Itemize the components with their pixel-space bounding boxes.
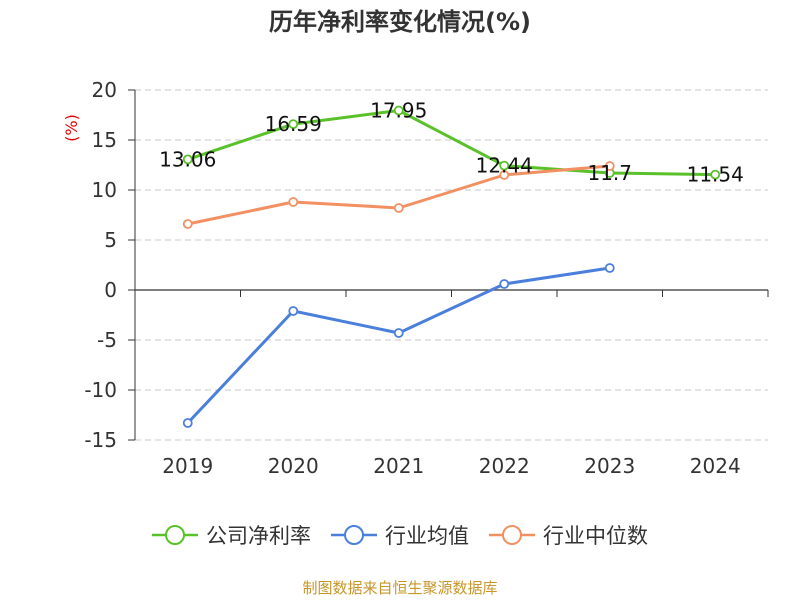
- data-point: [499, 160, 510, 171]
- data-label: 13.06: [159, 147, 216, 171]
- legend-item[interactable]: 行业中位数: [489, 520, 648, 550]
- legend-marker-icon: [152, 525, 198, 545]
- x-tick-label: 2023: [584, 454, 635, 478]
- y-tick-label: -5: [97, 328, 117, 352]
- y-tick-label: 10: [92, 178, 117, 202]
- data-label: 11.7: [587, 161, 632, 185]
- y-tick-label: 15: [92, 128, 117, 152]
- y-tick-label: 20: [92, 78, 117, 102]
- series-line-2: [187, 164, 610, 226]
- y-axis-label: (%): [62, 114, 81, 142]
- data-label: 11.54: [687, 163, 744, 187]
- x-tick-label: 2021: [373, 454, 424, 478]
- data-point: [182, 418, 193, 428]
- legend-item[interactable]: 公司净利率: [152, 520, 311, 550]
- data-point: [182, 219, 193, 229]
- data-point: [393, 105, 404, 116]
- axis-layer: 20 15 10 5 0 -5 -10 -15 2019 2020 2021 2022 2023 2024: [84, 78, 769, 478]
- chart-title: 历年净利率变化情况(%): [269, 8, 531, 36]
- source-note: 制图数据来自恒生聚源数据库: [302, 579, 498, 597]
- data-label: 16.59: [265, 112, 322, 136]
- x-tick-label: 2020: [268, 454, 319, 478]
- series-layer: [182, 105, 721, 428]
- data-point: [499, 279, 510, 289]
- data-point: [393, 328, 404, 338]
- legend-label: 公司净利率: [206, 524, 311, 548]
- legend-label: 行业均值: [385, 524, 469, 548]
- legend: 公司净利率 行业均值 行业中位数: [0, 520, 800, 550]
- data-label: 17.95: [370, 99, 427, 123]
- data-label: 12.44: [476, 154, 533, 178]
- legend-item[interactable]: 行业均值: [331, 520, 469, 550]
- data-point: [710, 169, 721, 180]
- y-tick-label: -10: [84, 378, 117, 402]
- legend-marker-icon: [331, 525, 377, 545]
- y-tick-label: -15: [84, 428, 117, 452]
- data-point: [288, 197, 299, 207]
- x-tick-label: 2019: [162, 454, 213, 478]
- label-layer: 13.06 16.59 17.95 12.44 11.7 11.54: [159, 99, 744, 187]
- data-point: [604, 161, 615, 171]
- legend-label: 行业中位数: [543, 524, 648, 548]
- data-point: [499, 170, 510, 180]
- legend-marker-icon: [489, 525, 535, 545]
- data-point: [604, 263, 615, 273]
- data-point: [393, 203, 404, 213]
- data-point: [288, 306, 299, 316]
- x-tick-label: 2022: [479, 454, 530, 478]
- data-point: [182, 154, 193, 165]
- series-line-0: [187, 109, 716, 177]
- x-tick-label: 2024: [690, 454, 741, 478]
- grid-layer: [135, 89, 768, 441]
- data-point: [288, 119, 299, 129]
- y-tick-label: 0: [104, 278, 117, 302]
- series-line-1: [186, 266, 610, 425]
- y-tick-label: 5: [104, 228, 117, 252]
